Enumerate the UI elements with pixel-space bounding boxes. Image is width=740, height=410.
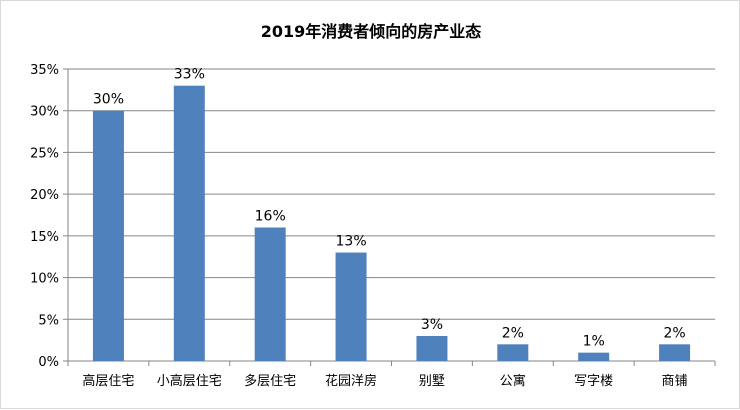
data-label: 2% (663, 325, 685, 341)
y-tick-label: 25% (30, 146, 59, 161)
y-tick-label: 10% (30, 272, 59, 287)
y-tick-label: 15% (30, 230, 59, 245)
bar (659, 344, 691, 361)
grid-lines (63, 68, 716, 366)
bar (335, 252, 367, 361)
y-tick-label: 35% (30, 63, 59, 78)
data-label: 3% (421, 317, 443, 333)
y-tick-label: 0% (38, 355, 59, 370)
data-label: 30% (93, 92, 124, 108)
bars (92, 85, 691, 361)
chart-title: 2019年消费者倾向的房产业态 (261, 22, 482, 41)
bar (578, 352, 610, 361)
x-axis-categories: 高层住宅 小高层住宅 多层住宅 花园洋房 别墅 公寓 写字楼 商铺 (82, 373, 687, 389)
data-labels: 30% 33% 16% 13% 3% 2% 1% 2% (93, 67, 686, 350)
category-label: 写字楼 (574, 374, 613, 389)
data-label: 13% (336, 234, 367, 250)
category-label: 公寓 (500, 373, 526, 389)
data-label: 33% (174, 67, 205, 83)
category-label: 花园洋房 (325, 373, 377, 389)
bar (92, 110, 124, 361)
category-label: 商铺 (662, 374, 688, 389)
y-axis-ticks: 0% 5% 10% 15% 20% 25% 30% 35% (30, 63, 59, 370)
bar (254, 227, 286, 361)
data-label: 16% (255, 209, 286, 225)
data-label: 2% (502, 325, 524, 341)
category-label: 别墅 (419, 374, 445, 389)
y-tick-label: 30% (30, 105, 59, 120)
bar (497, 344, 529, 361)
category-label: 小高层住宅 (157, 373, 222, 389)
category-label: 多层住宅 (244, 373, 296, 389)
bar (416, 335, 448, 361)
bar (173, 85, 205, 361)
data-label: 1% (583, 334, 605, 350)
y-tick-label: 20% (30, 188, 59, 203)
y-tick-label: 5% (38, 313, 59, 328)
category-label: 高层住宅 (82, 373, 134, 389)
